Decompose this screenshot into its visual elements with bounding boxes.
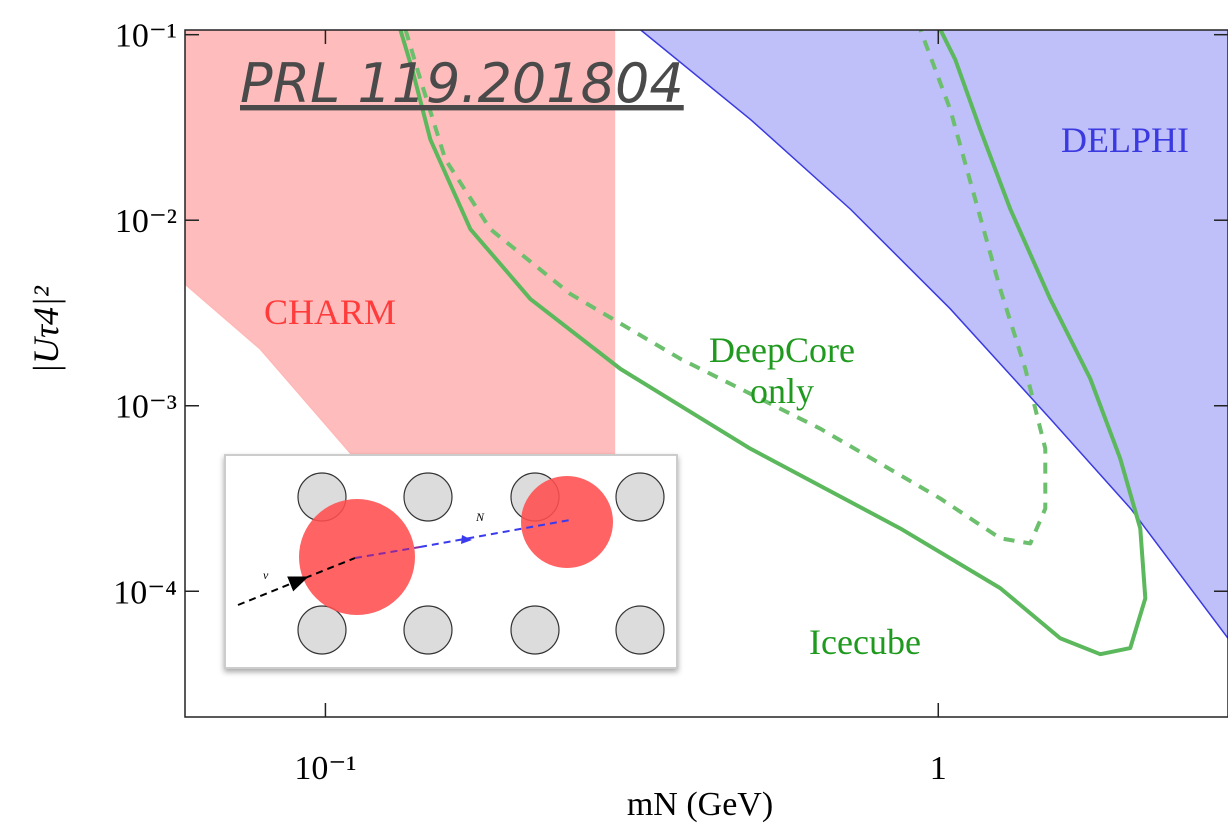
- series-label: CHARM: [240, 292, 420, 333]
- y-tick-label: 10⁻¹: [115, 18, 177, 55]
- x-axis-label: mN (GeV): [627, 786, 773, 823]
- y-axis-label: |Uτ4|²: [26, 285, 66, 374]
- y-tick-label: 10⁻³: [115, 389, 177, 426]
- series-label: DeepCore only: [697, 330, 867, 413]
- series-label: DELPHI: [1035, 120, 1215, 161]
- x-tick-label: 10⁻¹: [294, 750, 356, 787]
- inset-label: ν: [263, 568, 269, 582]
- x-tick-label: 1: [930, 750, 947, 787]
- page: 10⁻¹ 1 10⁻¹ 10⁻² 10⁻³ 10⁻⁴ mN (GeV) |Uτ4|² ν …: [0, 0, 1228, 833]
- y-tick-label: 10⁻⁴: [113, 574, 177, 611]
- title: PRL 119.201804: [240, 52, 684, 115]
- inset-label: N: [475, 510, 485, 524]
- cascade: [521, 476, 613, 568]
- y-tick-label: 10⁻²: [115, 203, 177, 240]
- series-label: Icecube: [775, 622, 955, 663]
- inset: ν N: [225, 455, 677, 668]
